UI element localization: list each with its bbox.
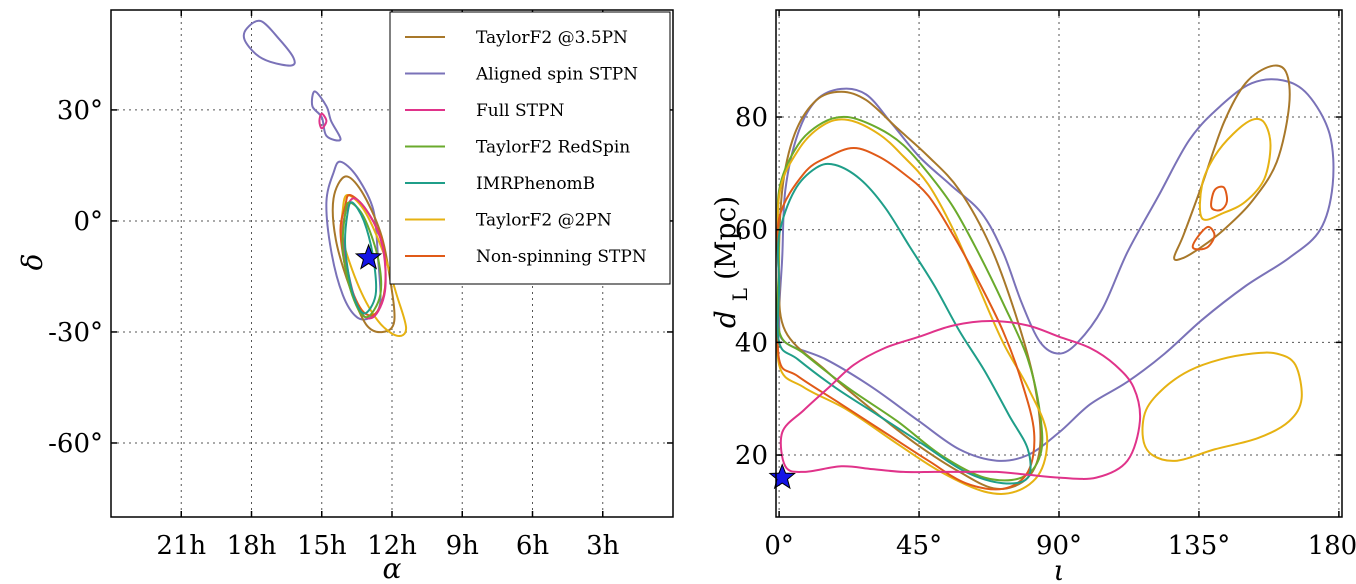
left-contour (310, 90, 342, 142)
legend-entry-label: TaylorF2 @2PN (476, 211, 612, 231)
legend-entries: TaylorF2 @3.5PN Aligned spin STPN Full STP… (405, 28, 647, 267)
right-chart: 0° 45° 90° 135° 180° 20 40 60 80 ι d L (Mpc) (709, 9, 1356, 584)
right-x-tick-label: 135° (1168, 531, 1231, 561)
left-contour (318, 112, 328, 130)
legend-entry-label: Non-spinning STPN (476, 247, 647, 267)
right-x-tick-label: 45° (896, 531, 942, 561)
left-contour (242, 19, 296, 67)
right-y-tick-label: 20 (735, 441, 768, 471)
right-x-tick-label: 90° (1036, 531, 1082, 561)
right-contour (1141, 351, 1303, 462)
left-contour (344, 201, 378, 315)
left-y-tick-label: 0° (73, 207, 103, 237)
legend-entry-label: TaylorF2 RedSpin (476, 138, 630, 158)
left-x-tick-label: 12h (367, 531, 417, 561)
right-x-tick-label: 180° (1308, 531, 1356, 561)
legend-entry-label: TaylorF2 @3.5PN (476, 28, 628, 48)
right-contour (1198, 117, 1272, 221)
right-x-axis-label: ι (1054, 554, 1065, 584)
left-x-tick-label: 3h (586, 531, 620, 561)
right-contour (1173, 64, 1291, 262)
legend-entry-label: Full STPN (476, 101, 564, 121)
right-contour (1210, 185, 1229, 212)
legend-entry-label: Aligned spin STPN (475, 65, 638, 85)
left-x-tick-label: 6h (516, 531, 550, 561)
right-y-tick-label: 40 (735, 328, 768, 358)
left-contour (341, 201, 383, 319)
legend-box (389, 11, 671, 285)
right-contour (776, 115, 1044, 482)
right-y-axis-label-unit: (Mpc) (709, 196, 742, 280)
right-y-axis-label: d L (Mpc) (709, 196, 752, 328)
right-x-ticks: 0° 45° 90° 135° 180° (764, 10, 1356, 561)
right-grid (776, 10, 1342, 517)
left-x-ticks: 21h 18h 15h 12h 9h 6h 3h (156, 10, 620, 561)
left-marker (354, 243, 383, 270)
right-x-tick-label: 0° (764, 531, 794, 561)
legend: TaylorF2 @3.5PN Aligned spin STPN Full STP… (389, 11, 671, 285)
left-x-tick-label: 21h (156, 531, 206, 561)
legend-entry-label: IMRPhenomB (476, 174, 595, 194)
left-x-axis-label: α (383, 552, 402, 584)
right-injection-star-marker (768, 463, 796, 490)
left-y-tick-label: -30° (48, 318, 103, 348)
left-y-ticks: 30° 0° -30° -60° (48, 96, 673, 459)
left-x-tick-label: 9h (446, 531, 480, 561)
left-y-tick-label: -60° (48, 429, 103, 459)
left-y-tick-label: 30° (57, 96, 103, 126)
left-contours (242, 19, 408, 338)
right-y-tick-label: 80 (735, 103, 768, 133)
right-contour (779, 320, 1142, 480)
left-contour (331, 175, 396, 334)
right-contour (776, 118, 1049, 496)
left-y-axis-label: δ (16, 254, 49, 271)
right-contours (776, 64, 1335, 496)
right-contour (776, 162, 1032, 485)
right-marker (768, 463, 796, 490)
right-contour (776, 147, 1036, 491)
right-y-tick-label: 60 (735, 216, 768, 246)
right-contour (1191, 225, 1216, 251)
right-y-ticks: 20 40 60 80 (735, 103, 1342, 471)
right-y-axis-label-text: d (709, 310, 742, 328)
left-x-tick-label: 18h (227, 531, 277, 561)
left-chart: 21h 18h 15h 12h 9h 6h 3h 30° 0° -30° -60° α δ Tay… (16, 9, 674, 584)
left-x-tick-label: 15h (297, 531, 347, 561)
left-contour (325, 160, 382, 321)
right-contour (778, 78, 1335, 462)
left-injection-star-marker (354, 243, 383, 270)
right-y-axis-label-subscript: L (728, 288, 752, 301)
